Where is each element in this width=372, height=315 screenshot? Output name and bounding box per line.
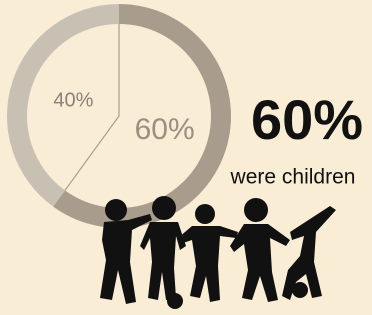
caption: were children xyxy=(230,166,356,189)
segment-label: 40% xyxy=(53,89,93,111)
infographic: 60% 40% 60% were children xyxy=(0,0,372,315)
highlight-value: 60% xyxy=(251,88,363,151)
segment-label: 60% xyxy=(135,113,195,146)
